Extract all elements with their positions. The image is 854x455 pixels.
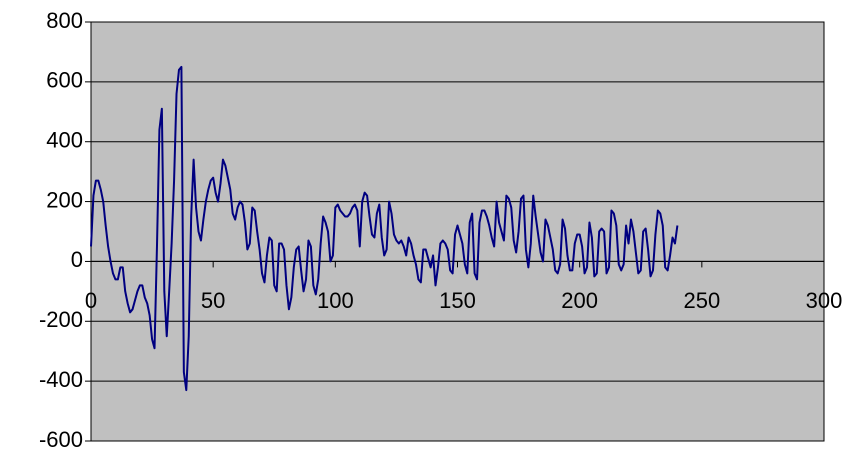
x-tick-label: 50 bbox=[201, 288, 225, 313]
plot-area bbox=[90, 21, 825, 442]
x-tick-label: 250 bbox=[683, 288, 720, 313]
x-tick-label: 0 bbox=[85, 288, 97, 313]
y-tick-label: 800 bbox=[46, 8, 83, 33]
y-tick-label: 400 bbox=[46, 128, 83, 153]
y-tick-label: 0 bbox=[71, 247, 83, 272]
data-line bbox=[90, 65, 679, 392]
x-tick-label: 150 bbox=[439, 288, 476, 313]
y-tick-label: 600 bbox=[46, 68, 83, 93]
y-tick-label: 200 bbox=[46, 187, 83, 212]
x-tick-label: 100 bbox=[317, 288, 354, 313]
x-tick-label: 200 bbox=[561, 288, 598, 313]
x-tick-label: 300 bbox=[806, 288, 843, 313]
y-tick-label: -400 bbox=[39, 367, 83, 392]
y-tick-label: -600 bbox=[39, 427, 83, 452]
y-tick-label: -200 bbox=[39, 307, 83, 332]
